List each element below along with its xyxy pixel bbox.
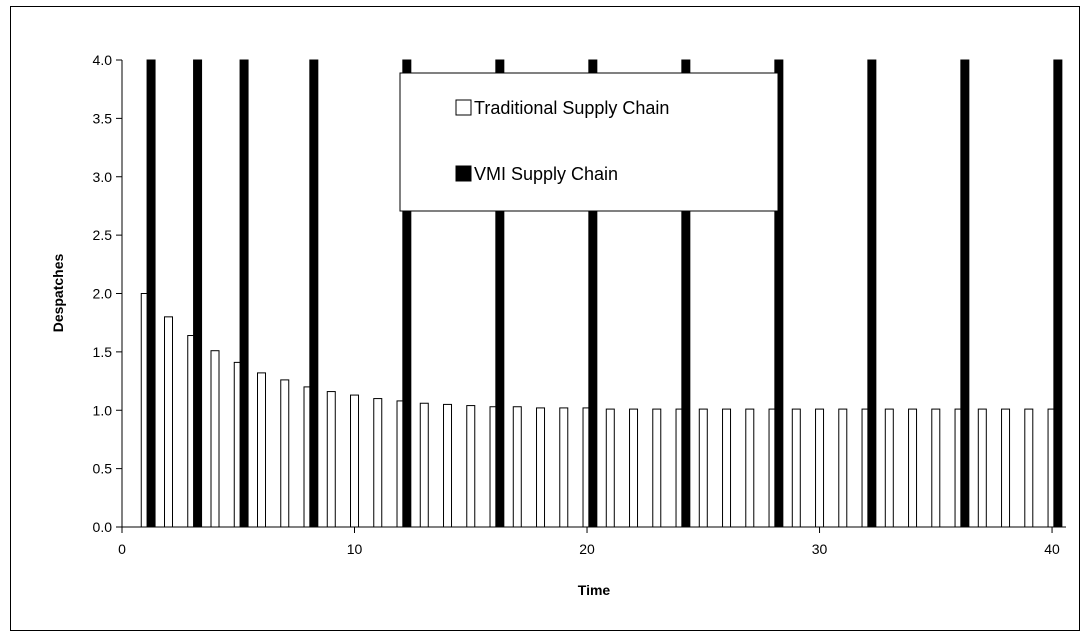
y-tick-label: 4.0 — [93, 52, 113, 68]
bar-traditional-20 — [605, 408, 615, 528]
legend-box — [399, 72, 779, 212]
bar-traditional-13 — [443, 403, 453, 528]
legend-label-vmi: VMI Supply Chain — [474, 164, 618, 184]
x-tick-label: 10 — [347, 541, 363, 557]
bar-traditional-28 — [791, 408, 801, 528]
x-tick-label: 20 — [579, 541, 595, 557]
bar-traditional-18 — [559, 407, 569, 528]
legend-swatch-vmi — [455, 165, 472, 182]
legend-swatch-traditional — [455, 99, 472, 116]
legend: Traditional Supply Chain VMI Supply Chai… — [399, 72, 779, 212]
y-tick-label: 1.0 — [93, 402, 113, 418]
x-tick-label: 40 — [1044, 541, 1060, 557]
bar-vmi-0 — [146, 59, 156, 528]
bar-vmi-3 — [309, 59, 319, 528]
axes-layer: 0.0 0.5 1.0 1.5 2.0 2.5 3.0 3.5 4.0 0 10 20 30 40 — [93, 52, 1066, 557]
bar-traditional-3 — [210, 350, 220, 528]
bar-traditional-14 — [466, 405, 476, 528]
bar-traditional-30 — [838, 408, 848, 528]
y-tick-label: 0.0 — [93, 519, 113, 535]
bar-traditional-21 — [629, 408, 639, 528]
bar-traditional-33 — [908, 408, 918, 528]
bar-traditional-34 — [931, 408, 941, 528]
y-tick-label: 0.5 — [93, 461, 113, 477]
bar-traditional-22 — [652, 408, 662, 528]
x-axis-title: Time — [578, 582, 611, 598]
bar-traditional-17 — [536, 407, 546, 528]
y-tick-label: 1.5 — [93, 344, 113, 360]
bar-traditional-8 — [326, 391, 336, 528]
x-tick-label: 0 — [118, 541, 126, 557]
chart-frame — [10, 6, 1080, 631]
bar-traditional-29 — [815, 408, 825, 528]
bar-traditional-38 — [1024, 408, 1034, 528]
bar-vmi-10 — [960, 59, 970, 528]
bar-traditional-6 — [280, 379, 290, 528]
bar-vmi-11 — [1053, 59, 1063, 528]
bar-traditional-9 — [350, 394, 360, 528]
x-tick-label: 30 — [812, 541, 828, 557]
bar-vmi-9 — [867, 59, 877, 528]
y-axis-title: Despatches — [50, 253, 66, 332]
bar-vmi-2 — [239, 59, 249, 528]
y-tick-label: 3.5 — [93, 110, 113, 126]
bar-traditional-5 — [257, 372, 267, 528]
bar-traditional-24 — [698, 408, 708, 528]
bar-traditional-32 — [884, 408, 894, 528]
y-tick-label: 3.0 — [93, 169, 113, 185]
bar-traditional-1 — [164, 316, 174, 528]
y-tick-label: 2.5 — [93, 227, 113, 243]
bar-traditional-25 — [722, 408, 732, 528]
bar-traditional-10 — [373, 398, 383, 528]
y-tick-label: 2.0 — [93, 286, 113, 302]
bar-traditional-26 — [745, 408, 755, 528]
bar-vmi-1 — [193, 59, 203, 528]
legend-label-traditional: Traditional Supply Chain — [474, 98, 669, 118]
bar-traditional-16 — [512, 406, 522, 528]
bar-traditional-37 — [1001, 408, 1011, 528]
bar-traditional-12 — [419, 402, 429, 528]
bar-traditional-36 — [977, 408, 987, 528]
